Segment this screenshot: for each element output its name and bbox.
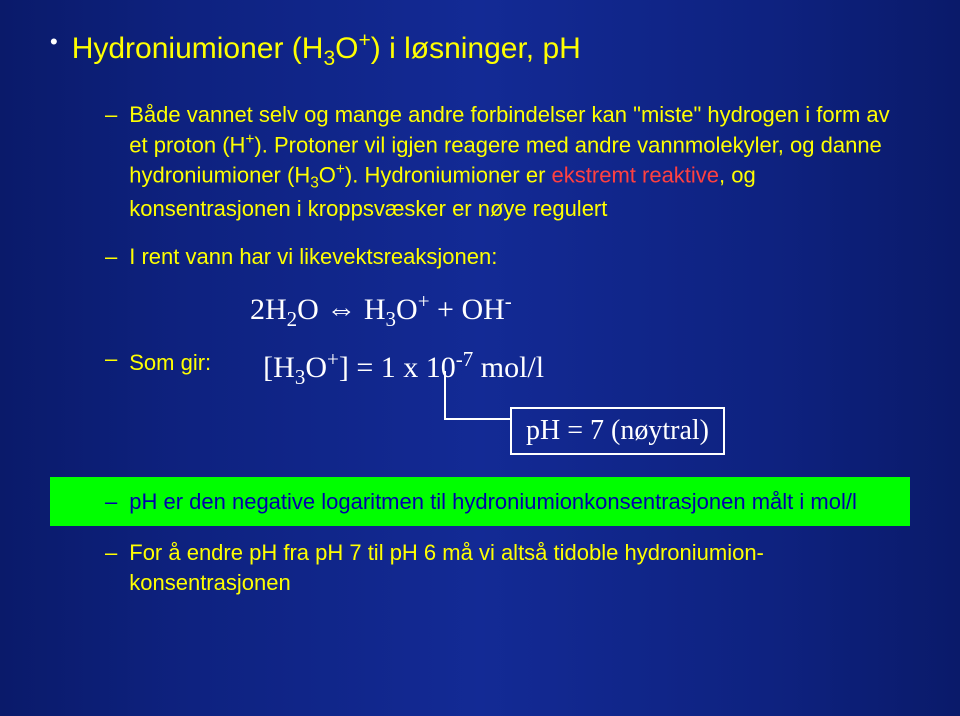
bullet-main: • <box>50 28 58 57</box>
f2-d: mol/l <box>473 351 544 384</box>
f2-b: O <box>305 351 327 384</box>
ph-box: pH = 7 (nøytral) <box>510 407 725 455</box>
f1-b: O <box>297 293 326 326</box>
para2-text: I rent vann har vi likevektsreaksjonen: <box>129 242 497 272</box>
f2-c: ] = 1 x 10 <box>339 351 456 384</box>
dash-icon: – <box>105 344 117 374</box>
dash-icon: – <box>105 538 117 568</box>
connector-line <box>444 371 446 419</box>
formula2-wrap: [H3O+] = 1 x 10-7 mol/l <box>263 344 544 392</box>
title-sub1: 3 <box>323 47 335 70</box>
title-part1: Hydroniumioner (H <box>72 32 324 65</box>
green-highlight-box: – pH er den negative logaritmen til hydr… <box>50 477 910 527</box>
dash-icon: – <box>68 487 117 517</box>
footer-text: For å endre pH fra pH 7 til pH 6 må vi a… <box>129 538 910 597</box>
p1-reactive: ekstremt reaktive <box>552 162 720 187</box>
title-row: • Hydroniumioner (H3O+) i løsninger, pH <box>50 28 910 72</box>
f1-arrow: ⇔ <box>326 293 356 326</box>
green-item: – pH er den negative logaritmen til hydr… <box>68 487 900 517</box>
f1-dsup: + <box>418 289 430 313</box>
f1-csub: 3 <box>386 307 397 331</box>
para1-text: Både vannet selv og mange andre forbinde… <box>129 100 910 224</box>
p1-sup2: + <box>336 161 345 178</box>
title-mid1: O <box>335 32 358 65</box>
p1-t4: ). Hydroniumioner er <box>345 162 552 187</box>
formula2: [H3O+] = 1 x 10-7 mol/l <box>263 344 544 392</box>
p1-t3: O <box>319 162 336 187</box>
f1-e: + OH <box>430 293 505 326</box>
f1-a: 2H <box>250 293 287 326</box>
title-sup1: + <box>358 29 370 52</box>
f2-asub: 3 <box>295 365 306 389</box>
title-part2: ) i løsninger, pH <box>371 32 581 65</box>
f1-asub: 2 <box>287 307 298 331</box>
para2-item: – I rent vann har vi likevektsreaksjonen… <box>105 242 910 272</box>
para1-item: – Både vannet selv og mange andre forbin… <box>105 100 910 224</box>
page-title: Hydroniumioner (H3O+) i løsninger, pH <box>72 28 581 72</box>
ph-text: pH = 7 (nøytral) <box>526 415 709 446</box>
somgir-row: – Som gir: [H3O+] = 1 x 10-7 mol/l <box>50 344 910 392</box>
f1-esup: - <box>505 289 512 313</box>
formula1: 2H2O ⇔ H3O+ + OH- <box>250 286 910 334</box>
sub-list: – Både vannet selv og mange andre forbin… <box>50 100 910 272</box>
footer-item: – For å endre pH fra pH 7 til pH 6 må vi… <box>50 538 910 597</box>
green-text: pH er den negative logaritmen til hydron… <box>129 487 857 517</box>
f2-a: [H <box>263 351 295 384</box>
ph-box-wrap: pH = 7 (nøytral) <box>50 407 910 455</box>
f2-csup: -7 <box>456 347 474 371</box>
f1-c: H <box>356 293 385 326</box>
f2-bsup: + <box>327 347 339 371</box>
formula1-block: 2H2O ⇔ H3O+ + OH- <box>50 286 910 334</box>
f1-d: O <box>396 293 418 326</box>
p1-sub1: 3 <box>310 175 319 192</box>
somgir-label: Som gir: <box>129 344 211 381</box>
dash-icon: – <box>105 100 117 130</box>
dash-icon: – <box>105 242 117 272</box>
